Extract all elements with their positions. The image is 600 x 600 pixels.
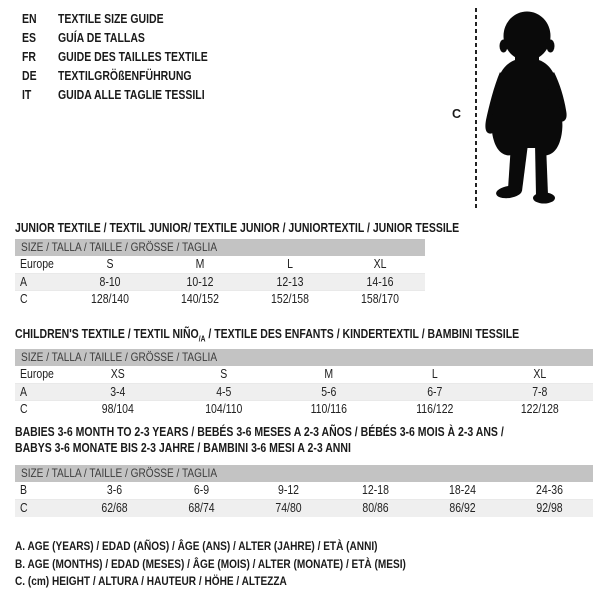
table-cell: M (324, 367, 334, 381)
table-cell: 14-16 (366, 274, 394, 289)
table-cell: 68/74 (188, 500, 215, 515)
table-row: A 8-10 10-12 12-13 14-16 (15, 273, 425, 291)
legend-item: C. (cm) HEIGHT / ALTURA / HAUTEUR / HÖHE… (15, 574, 287, 588)
row-label: B (20, 483, 28, 497)
babies-table-title: BABIES 3-6 MONTH TO 2-3 YEARS / BEBÉS 3-… (15, 425, 504, 455)
table-row: C 128/140 140/152 152/158 158/170 (15, 291, 425, 309)
table-cell: S (106, 257, 114, 271)
row-label: A (20, 274, 28, 289)
table-cell: 18-24 (449, 483, 476, 497)
babies-table: SIZE / TALLA / TAILLE / GRÖSSE / TAGLIA … (15, 465, 593, 517)
table-cell: 24-36 (536, 483, 563, 497)
table-cell: XS (110, 367, 125, 381)
table-cell: 140/152 (181, 292, 219, 306)
row-label: C (20, 402, 28, 416)
table-cell: 5-6 (321, 384, 337, 399)
row-label: Europe (20, 367, 54, 381)
table-cell: 62/68 (101, 500, 128, 515)
language-title: GUIDE DES TAILLES TEXTILE (58, 49, 208, 64)
language-item: FR GUIDE DES TAILLES TEXTILE (22, 47, 236, 66)
size-header-bar: SIZE / TALLA / TAILLE / GRÖSSE / TAGLIA (15, 349, 593, 366)
height-label-c: C (452, 107, 462, 121)
language-title: TEXTILGRÖßENFÜHRUNG (58, 68, 192, 83)
table-row: C 62/68 68/74 74/80 80/86 86/92 92/98 (15, 499, 593, 517)
junior-table-title: JUNIOR TEXTILE / TEXTIL JUNIOR/ TEXTILE … (15, 221, 460, 235)
table-cell: 9-12 (277, 483, 300, 497)
legend-item: B. AGE (MONTHS) / EDAD (MESES) / ÂGE (MO… (15, 556, 406, 571)
row-label: C (20, 292, 28, 306)
table-cell: 12-13 (276, 274, 304, 289)
size-header-bar: SIZE / TALLA / TAILLE / GRÖSSE / TAGLIA (15, 239, 425, 256)
language-list: EN TEXTILE SIZE GUIDE ES GUÍA DE TALLAS … (22, 9, 236, 104)
language-item: DE TEXTILGRÖßENFÜHRUNG (22, 66, 236, 85)
language-title: GUÍA DE TALLAS (58, 30, 145, 45)
language-title: GUIDA ALLE TAGLIE TESSILI (58, 87, 205, 102)
language-code: ES (22, 30, 37, 45)
table-cell: 3-4 (110, 384, 126, 399)
table-cell: L (287, 257, 293, 271)
table-row: C 98/104 104/110 110/116 116/122 122/128 (15, 401, 593, 419)
row-label: A (20, 384, 28, 399)
table-cell: L (431, 367, 438, 381)
junior-table: SIZE / TALLA / TAILLE / GRÖSSE / TAGLIA … (15, 239, 425, 309)
language-code: FR (22, 49, 37, 64)
language-code: EN (22, 11, 37, 26)
table-cell: 12-18 (362, 483, 389, 497)
table-cell: 92/98 (536, 500, 563, 515)
row-label: C (20, 500, 28, 515)
language-code: IT (22, 87, 32, 102)
table-cell: M (195, 257, 205, 271)
language-item: EN TEXTILE SIZE GUIDE (22, 9, 236, 28)
children-table: SIZE / TALLA / TAILLE / GRÖSSE / TAGLIA … (15, 349, 593, 419)
table-row: Europe S M L XL (15, 256, 425, 274)
language-code: DE (22, 68, 37, 83)
size-header-bar: SIZE / TALLA / TAILLE / GRÖSSE / TAGLIA (15, 465, 593, 482)
table-row: A 3-4 4-5 5-6 6-7 7-8 (15, 383, 593, 401)
table-cell: 104/110 (204, 402, 242, 416)
table-cell: 122/128 (521, 402, 560, 416)
table-cell: 7-8 (532, 384, 548, 399)
legend: A. AGE (YEARS) / EDAD (AÑOS) / ÂGE (ANS)… (15, 538, 480, 591)
table-cell: 10-12 (186, 274, 214, 289)
legend-item: A. AGE (YEARS) / EDAD (AÑOS) / ÂGE (ANS)… (15, 539, 378, 553)
table-cell: 6-9 (193, 483, 210, 497)
table-cell: 152/158 (271, 292, 309, 306)
table-cell: 86/92 (449, 500, 476, 515)
table-cell: 158/170 (361, 292, 399, 306)
table-cell: 6-7 (426, 384, 443, 399)
table-cell: 116/122 (415, 402, 454, 416)
table-cell: 3-6 (106, 483, 123, 497)
table-cell: 80/86 (362, 500, 389, 515)
baby-silhouette-icon (485, 11, 567, 204)
table-cell: 74/80 (275, 500, 302, 515)
table-cell: 110/116 (310, 402, 348, 416)
table-cell: XL (533, 367, 547, 381)
height-measure-line (475, 8, 477, 208)
table-row: B 3-6 6-9 9-12 12-18 18-24 24-36 (15, 482, 593, 500)
language-title: TEXTILE SIZE GUIDE (58, 11, 164, 26)
table-cell: 8-10 (99, 274, 121, 289)
row-label: Europe (20, 257, 54, 271)
table-cell: XL (373, 257, 387, 271)
table-row: Europe XS S M L XL (15, 366, 593, 384)
language-item: IT GUIDA ALLE TAGLIE TESSILI (22, 85, 236, 104)
table-cell: 128/140 (91, 292, 129, 306)
table-cell: 4-5 (215, 384, 231, 399)
table-cell: S (219, 367, 227, 381)
children-table-title: CHILDREN'S TEXTILE / TEXTIL NIÑO/A / TEX… (15, 327, 520, 344)
table-cell: 98/104 (101, 402, 134, 416)
language-item: ES GUÍA DE TALLAS (22, 28, 236, 47)
